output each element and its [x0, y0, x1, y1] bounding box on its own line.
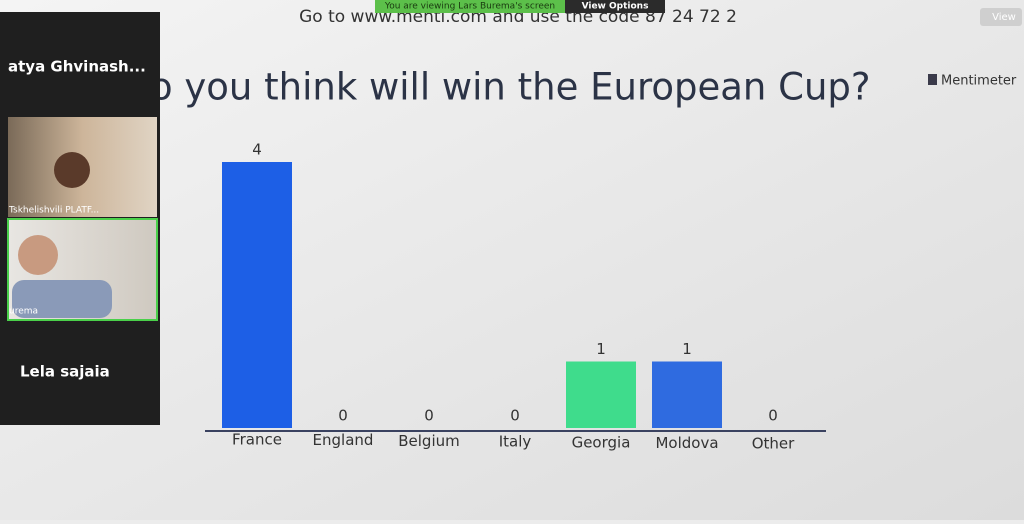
view-options-text[interactable]: View Options — [582, 2, 649, 12]
participant-name: urema — [9, 307, 38, 317]
x-tick-label: England — [313, 431, 374, 449]
x-tick-label: Other — [752, 435, 795, 453]
x-tick-label: Moldova — [655, 434, 718, 452]
x-tick-label: Georgia — [572, 433, 631, 451]
chart-title: o you think will win the European Cup? — [150, 66, 871, 109]
person — [18, 235, 58, 275]
value-label: 4 — [252, 141, 262, 159]
view-options[interactable] — [565, 0, 665, 13]
x-tick-label: Italy — [499, 433, 532, 451]
participant-name: Tskhelishvili PLATF... — [8, 206, 99, 216]
participant-name: Lela sajaia — [20, 363, 110, 381]
brand-logo — [928, 74, 937, 85]
value-label: 0 — [338, 407, 348, 425]
x-tick-label: Belgium — [398, 432, 460, 450]
value-label: 0 — [768, 407, 778, 425]
bar — [566, 361, 636, 428]
view-button[interactable] — [980, 8, 1022, 26]
bar — [652, 361, 722, 428]
value-label: 0 — [424, 407, 434, 425]
participant-name: atya Ghvinash... — [8, 58, 146, 76]
bar — [222, 162, 292, 428]
share-banner-text: You are viewing Lars Burema's screen — [384, 2, 555, 12]
person — [12, 280, 112, 318]
value-label: 1 — [596, 340, 606, 358]
value-label: 1 — [682, 340, 692, 358]
view-button-text[interactable]: View — [992, 12, 1016, 23]
person — [54, 152, 90, 188]
value-label: 0 — [510, 407, 520, 425]
share-banner — [375, 0, 565, 13]
chart: 4 France 0 England 0 Belgium 0 Italy 1 Georgia 1 Mo… — [222, 141, 795, 453]
brand: Mentimeter — [941, 74, 1017, 89]
x-tick-label: France — [232, 431, 282, 449]
